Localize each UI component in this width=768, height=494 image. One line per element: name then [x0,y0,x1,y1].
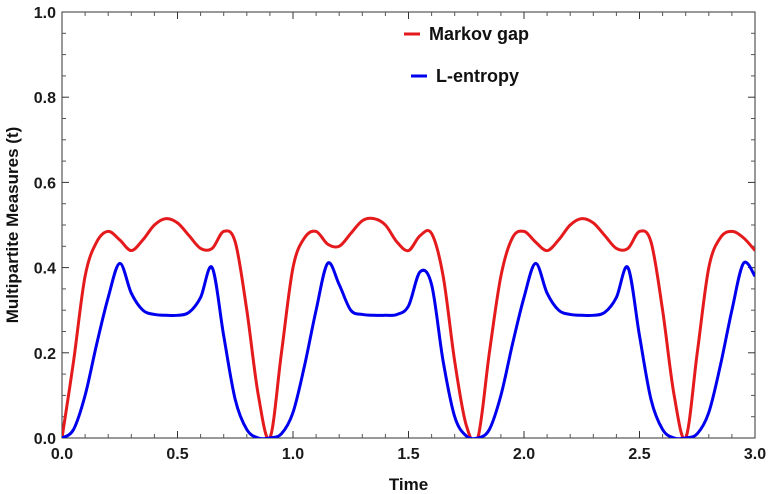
ticks [61,11,756,439]
y-tick-label: 0.6 [34,175,56,192]
plot-frame [61,11,756,439]
legend-label: Markov gap [429,24,529,44]
series-line-markov-gap [62,216,755,438]
x-tick-label: 0.5 [166,446,188,463]
series-lines [62,216,755,438]
x-axis-label: Time [389,475,428,494]
y-tick-label: 0.0 [34,431,56,448]
legend-label: L-entropy [436,66,519,86]
plot-area [61,11,756,439]
x-tick-label: 2.5 [628,446,650,463]
x-tick-label: 3.0 [744,446,766,463]
y-tick-label: 0.8 [34,90,56,107]
y-tick-label: 0.2 [34,346,56,363]
legend: Markov gap L-entropy [404,24,529,86]
series-line-l-entropy [62,260,755,438]
tick-labels: 0.0 0.5 1.0 1.5 2.0 2.5 3.0 0.0 0.2 0.4 0.6 0.8 1.0 [34,5,766,463]
x-tick-label: 2.0 [513,446,535,463]
y-axis-label: Multipartite Measures (t) [3,127,22,323]
x-tick-label: 1.5 [397,446,419,463]
x-tick-label: 1.0 [282,446,304,463]
y-tick-label: 1.0 [34,5,56,22]
y-tick-label: 0.4 [34,261,56,278]
x-tick-label: 0.0 [51,446,73,463]
